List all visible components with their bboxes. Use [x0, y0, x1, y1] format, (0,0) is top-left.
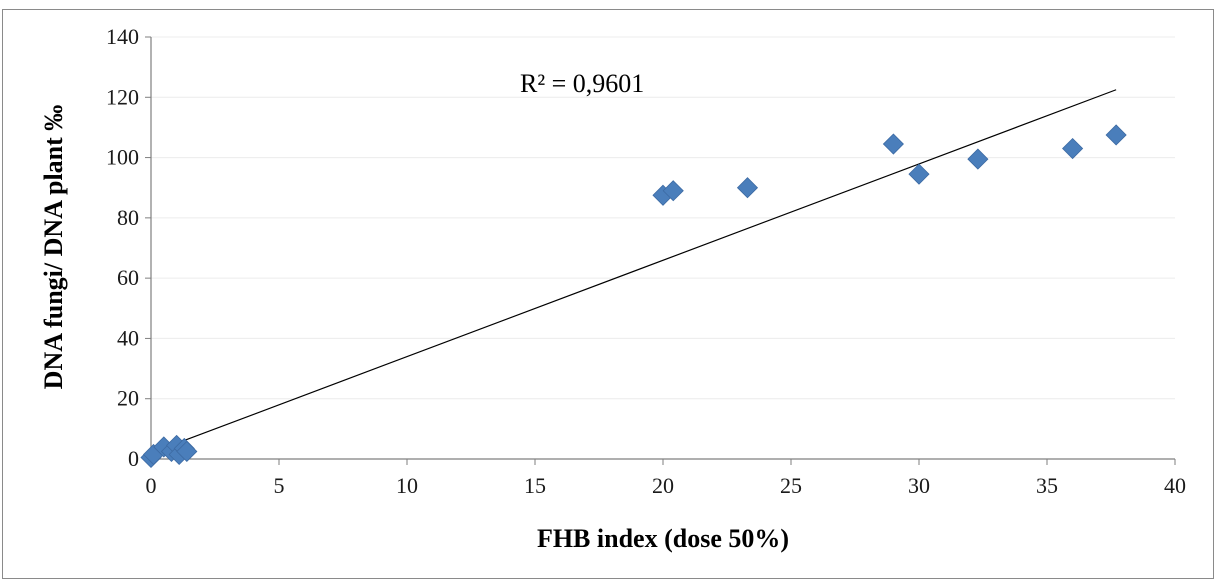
y-tick-label: 120	[106, 84, 139, 109]
data-point	[908, 163, 930, 185]
x-tick-label: 20	[652, 473, 674, 498]
x-tick-label: 35	[1036, 473, 1058, 498]
x-tick-label: 25	[780, 473, 802, 498]
y-tick-label: 0	[128, 446, 139, 471]
linear-trendline	[150, 89, 1117, 454]
gridlines	[151, 36, 1175, 400]
chart-frame	[2, 9, 1214, 579]
tick-labels: 0 20 40 60 80 100 120 140 0 5 10 15 20 25 30 35 40	[106, 24, 1186, 498]
axes	[145, 36, 1176, 465]
y-axis-title: DNA fungi/ DNA plant ‰	[39, 105, 68, 390]
data-point	[882, 133, 904, 155]
x-tick-label: 30	[908, 473, 930, 498]
x-tick-label: 10	[396, 473, 418, 498]
x-tick-label: 5	[274, 473, 285, 498]
y-tick-label: 140	[106, 24, 139, 49]
data-point	[967, 148, 989, 170]
y-tick-label: 60	[117, 265, 139, 290]
y-tick-label: 80	[117, 205, 139, 230]
data-points	[140, 124, 1127, 469]
y-tick-label: 100	[106, 145, 139, 170]
x-tick-label: 40	[1164, 473, 1186, 498]
y-tick-label: 20	[117, 386, 139, 411]
trendline-layer	[150, 89, 1117, 454]
data-point	[1062, 137, 1084, 160]
data-point	[662, 180, 684, 202]
x-tick-label: 15	[524, 473, 546, 498]
x-tick-label: 0	[146, 473, 157, 498]
y-tick-label: 40	[117, 325, 139, 350]
data-point	[176, 440, 198, 463]
r-squared-annotation: R² = 0,9601	[520, 69, 644, 98]
data-point	[1105, 124, 1127, 146]
data-point	[736, 177, 759, 199]
x-axis-title: FHB index (dose 50%)	[537, 524, 789, 553]
